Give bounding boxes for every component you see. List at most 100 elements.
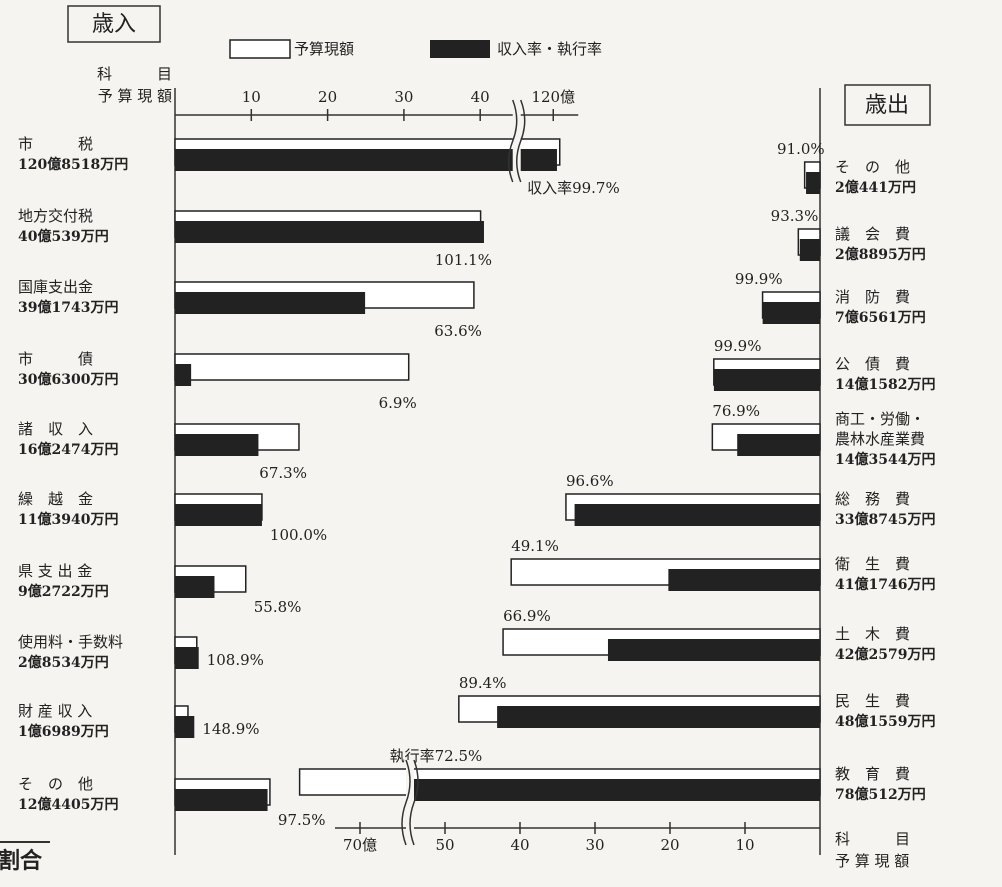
rate-bar: [737, 434, 820, 456]
category-label: 県 支 出 金: [18, 562, 92, 580]
budget-label: 16億2474万円: [18, 441, 118, 458]
rate-bar: [574, 504, 820, 526]
rate-bar: [175, 434, 259, 456]
category-label: 衛 生 費: [835, 555, 910, 573]
rate-bar: [175, 647, 199, 669]
rate-label: 99.9%: [714, 337, 762, 355]
axis-header: 科 目: [97, 65, 172, 83]
rate-label: 100.0%: [270, 526, 327, 544]
category-label: 諸 収 入: [18, 420, 93, 438]
rate-label: 66.9%: [503, 607, 551, 625]
budget-label: 12億4405万円: [18, 796, 118, 813]
budget-label: 120億8518万円: [18, 156, 128, 173]
axis-break: [409, 759, 419, 846]
budget-bar: [174, 353, 410, 381]
rate-bar: [806, 172, 820, 194]
budget-label: 48億1559万円: [835, 713, 935, 730]
rate-label: 93.3%: [771, 207, 819, 225]
axis-break-gap: [512, 100, 521, 182]
rate-label: 55.8%: [254, 598, 302, 616]
category-label: 民 生 費: [835, 692, 910, 710]
category-label: 市 税: [18, 135, 93, 153]
rate-label: 76.9%: [712, 402, 760, 420]
rate-bar: [175, 576, 215, 598]
rate-bar: [175, 149, 557, 171]
rate-label: 執行率72.5%: [390, 747, 483, 765]
category-label: 農林水産業費: [835, 430, 925, 448]
x-tick-label: 20: [318, 88, 337, 106]
category-label: 繰 越 金: [18, 490, 93, 508]
rate-bar: [668, 569, 820, 591]
budget-label: 2億8895万円: [835, 246, 926, 263]
rate-label: 101.1%: [435, 251, 492, 269]
rate-label: 91.0%: [777, 140, 825, 158]
rate-label: 96.6%: [566, 472, 614, 490]
rate-bar: [799, 239, 820, 261]
budget-label: 42億2579万円: [835, 646, 935, 663]
x-tick-label: 10: [242, 88, 261, 106]
budget-label: 14億3544万円: [835, 451, 935, 468]
rate-bar: [175, 504, 262, 526]
legend-label: 収入率・執行率: [497, 40, 602, 58]
rate-label: 収入率99.7%: [527, 179, 620, 197]
axis-break: [507, 99, 518, 183]
rate-bar: [713, 369, 820, 391]
section-label: 割合: [0, 848, 43, 874]
rate-label: 108.9%: [207, 651, 264, 669]
axis-break: [401, 759, 411, 846]
title-box: [844, 84, 931, 126]
rate-bar: [175, 364, 192, 386]
rate-bar: [762, 302, 820, 324]
budget-label: 2億441万円: [835, 179, 916, 196]
rate-bar: [175, 221, 484, 243]
axis-break: [515, 99, 526, 183]
chart-title: 歳入: [92, 12, 136, 37]
x-tick-label: 30: [585, 836, 604, 854]
x-tick-label: 40: [471, 88, 490, 106]
rate-label: 6.9%: [379, 394, 417, 412]
x-tick-label: 20: [660, 836, 679, 854]
budget-label: 33億8745万円: [835, 511, 935, 528]
budget-label: 9億2722万円: [18, 583, 109, 600]
axis-header: 科 目: [835, 830, 910, 848]
budget-label: 30億6300万円: [18, 371, 118, 388]
axis-break-gap: [406, 760, 414, 845]
rate-bar: [175, 292, 366, 314]
budget-label: 41億1746万円: [835, 576, 935, 593]
rate-label: 148.9%: [202, 720, 259, 738]
category-label: 公 債 費: [835, 355, 910, 373]
category-label: 議 会 費: [835, 225, 910, 243]
legend-swatch: [229, 39, 291, 59]
x-tick-label: 30: [394, 88, 413, 106]
budget-label: 1億6989万円: [18, 723, 109, 740]
x-tick-label: 70億: [343, 836, 377, 854]
budget-label: 7億6561万円: [835, 309, 926, 326]
rate-bar: [497, 706, 820, 728]
axis-header: 予 算 現 額: [835, 852, 909, 870]
category-label: 使用料・手数料: [18, 633, 123, 651]
category-label: 教 育 費: [835, 765, 910, 783]
rate-label: 49.1%: [511, 537, 559, 555]
category-label: 地方交付税: [18, 207, 93, 225]
budget-label: 40億539万円: [18, 228, 109, 245]
category-label: 商工・労働・: [835, 410, 925, 428]
rate-bar: [607, 639, 820, 661]
rate-bar: [412, 779, 820, 801]
category-label: 財 産 収 入: [18, 702, 92, 720]
x-tick-label: 50: [435, 836, 454, 854]
axis-header: 予 算 現 額: [98, 87, 172, 105]
rate-label: 99.9%: [735, 270, 783, 288]
rate-label: 63.6%: [434, 322, 482, 340]
chart-title: 歳出: [865, 93, 909, 118]
x-tick-label: 120億: [531, 88, 575, 106]
budget-label: 11億3940万円: [18, 511, 118, 528]
x-tick-label: 10: [735, 836, 754, 854]
category-label: そ の 他: [835, 158, 910, 176]
budget-label: 2億8534万円: [18, 654, 109, 671]
rate-label: 89.4%: [459, 674, 507, 692]
rate-bar: [175, 716, 195, 738]
category-label: 土 木 費: [835, 625, 910, 643]
legend-swatch: [430, 40, 490, 58]
budget-label: 14億1582万円: [835, 376, 935, 393]
